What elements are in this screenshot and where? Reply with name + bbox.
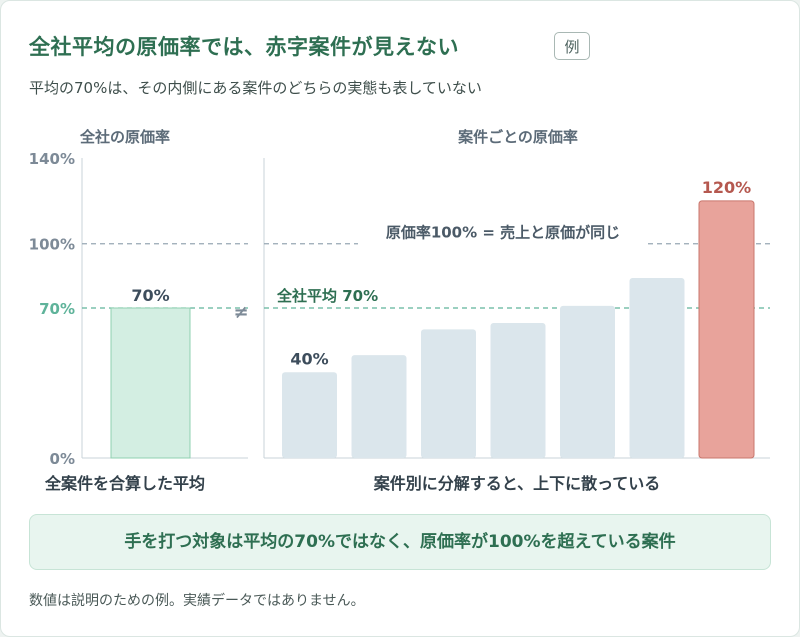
project-bar-6 xyxy=(629,278,685,458)
right-panel-title: 案件ごとの原価率 xyxy=(457,128,578,146)
left-x-axis-label: 全案件を合算した平均 xyxy=(44,474,205,493)
y-tick-label-0: 0% xyxy=(50,450,75,468)
example-badge: 例 xyxy=(554,32,590,60)
left-average-bar xyxy=(110,307,191,459)
y-tick-label-100: 100% xyxy=(29,236,75,254)
project-bar-4 xyxy=(490,323,546,458)
project-bar-3 xyxy=(421,329,476,458)
ref-100-label: 原価率100% = 売上と原価が同じ xyxy=(386,224,620,242)
project-bar-7 xyxy=(698,200,755,459)
page-title: 全社平均の原価率では、赤字案件が見えない xyxy=(29,35,459,59)
y-tick-label-70: 70% xyxy=(39,300,75,318)
project-bar-1 xyxy=(282,372,337,458)
left-panel-title: 全社の原価率 xyxy=(79,128,170,146)
not-equal-symbol: ≠ xyxy=(233,302,248,323)
project-bar-2 xyxy=(351,355,407,458)
average-line-label: 全社平均 70% xyxy=(276,287,378,305)
project-bar-5 xyxy=(560,305,615,458)
right-x-axis-label: 案件別に分解すると、上下に散っている xyxy=(373,474,661,493)
project-bar-value-label-1: 40% xyxy=(290,349,328,368)
takeaway-callout: 手を打つ対象は平均の70%ではなく、原価率が100%を超えている案件 xyxy=(29,514,771,570)
project-bar-value-label-7: 120% xyxy=(702,178,751,197)
left-bar-value-label: 70% xyxy=(131,286,169,305)
y-tick-label-140: 140% xyxy=(29,150,75,168)
page-subtitle: 平均の70%は、その内側にある案件のどちらの実態も表していない xyxy=(29,79,482,97)
footnote: 数値は説明のための例。実績データではありません。 xyxy=(29,593,365,609)
